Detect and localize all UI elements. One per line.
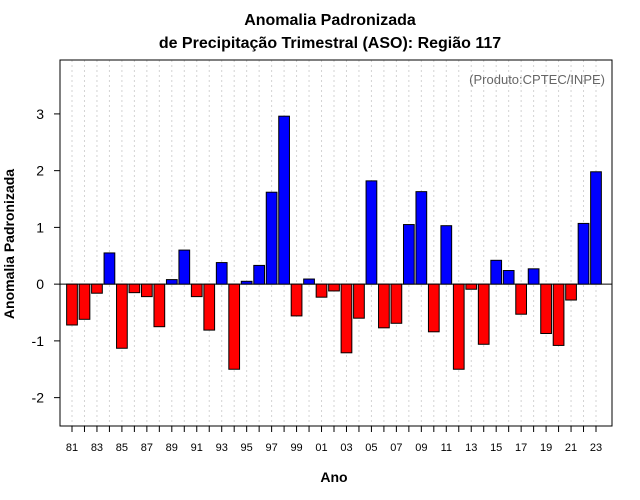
bar-2020 — [552, 283, 565, 346]
x-tick-label: 09 — [415, 442, 427, 454]
bar-1994 — [228, 283, 241, 370]
bar-2016 — [502, 270, 515, 285]
bar-1999 — [290, 283, 303, 317]
bar-1984 — [103, 252, 116, 285]
bar-1993 — [215, 262, 228, 285]
bar-1997 — [265, 191, 278, 285]
bar-2023 — [590, 171, 602, 285]
x-tick-label: 95 — [241, 442, 253, 454]
bar-2018 — [527, 268, 540, 285]
bar-1998 — [278, 115, 290, 285]
bar-2001 — [315, 283, 328, 298]
bar-2017 — [515, 283, 528, 315]
bar-1991 — [190, 283, 203, 298]
bar-1985 — [116, 283, 128, 349]
bar-1990 — [178, 249, 191, 285]
bar-2012 — [452, 283, 465, 370]
bars — [66, 115, 602, 370]
x-tick-label: 07 — [390, 442, 402, 454]
plot-frame — [59, 59, 613, 427]
bar-2021 — [565, 283, 577, 301]
x-tick-label: 81 — [66, 442, 78, 454]
bar-2010 — [427, 283, 440, 333]
x-tick-label: 91 — [191, 442, 203, 454]
bar-2014 — [477, 283, 490, 345]
bar-2011 — [440, 225, 453, 285]
x-tick-label: 01 — [315, 442, 327, 454]
y-axis-label: Anomalia Padronizada — [1, 169, 17, 319]
bar-1987 — [140, 283, 153, 298]
x-tick-label: 87 — [141, 442, 153, 454]
bar-1995 — [240, 280, 253, 285]
bar-2008 — [402, 224, 415, 285]
x-tick-label: 15 — [490, 442, 502, 454]
bar-2019 — [540, 283, 552, 335]
x-tick-label: 89 — [166, 442, 178, 454]
y-tick-label: 0 — [36, 276, 44, 292]
bar-2005 — [365, 180, 378, 285]
bar-2022 — [577, 222, 590, 285]
bar-2003 — [340, 283, 353, 354]
x-tick-label: 97 — [265, 442, 277, 454]
credit-label: (Produto:CPTEC/INPE) — [469, 72, 605, 87]
bar-2013 — [465, 283, 478, 290]
x-tick-label: 99 — [290, 442, 302, 454]
x-tick-label: 83 — [91, 442, 103, 454]
bar-1988 — [153, 283, 166, 328]
chart-title-line1: Anomalia Padronizada — [244, 12, 416, 29]
bar-1982 — [78, 283, 91, 320]
bar-2000 — [303, 278, 315, 285]
x-tick-label: 05 — [365, 442, 377, 454]
grid-lines — [71, 60, 597, 426]
chart-title-line2: de Precipitação Trimestral (ASO): Região… — [159, 35, 501, 52]
bar-2007 — [390, 283, 403, 324]
y-tick-label: 1 — [36, 219, 44, 235]
y-tick-label: -2 — [32, 390, 45, 406]
y-tick-label: 2 — [36, 163, 44, 179]
x-tick-label: 93 — [216, 442, 228, 454]
y-tick-label: 3 — [36, 106, 44, 122]
bar-1989 — [165, 279, 178, 285]
bar-1992 — [203, 283, 216, 331]
bar-1986 — [128, 283, 141, 294]
x-tick-label: 13 — [465, 442, 477, 454]
y-tick-label: -1 — [32, 333, 45, 349]
bar-2002 — [328, 283, 340, 292]
x-axis: 81 83 85 87 89 91 93 95 97 99 01 03 05 07 09 11 13 15 17 19… — [66, 426, 602, 454]
x-tick-label: 19 — [540, 442, 552, 454]
bar-2006 — [378, 283, 390, 329]
y-axis: -2 -1 0 1 2 3 — [32, 106, 60, 406]
bar-2015 — [490, 259, 503, 285]
x-axis-label: Ano — [320, 469, 347, 485]
bar-2009 — [415, 191, 428, 285]
bar-1996 — [253, 264, 266, 285]
bar-1981 — [66, 283, 78, 326]
x-tick-label: 03 — [340, 442, 352, 454]
bar-2004 — [353, 283, 365, 319]
x-tick-label: 85 — [116, 442, 128, 454]
x-tick-label: 11 — [441, 442, 452, 454]
x-tick-label: 23 — [590, 442, 602, 454]
x-tick-label: 21 — [565, 442, 577, 454]
x-tick-label: 17 — [515, 442, 527, 454]
bar-1983 — [91, 283, 103, 294]
